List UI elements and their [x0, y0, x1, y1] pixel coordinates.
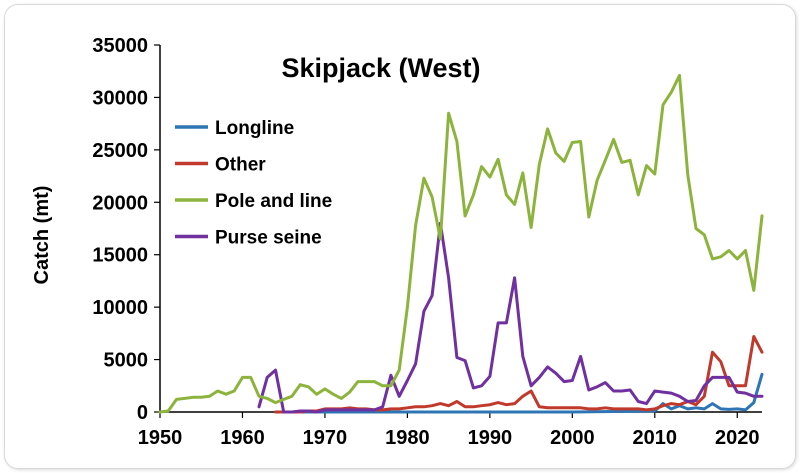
x-tick-label: 2000	[550, 427, 595, 449]
x-tick-label: 1990	[468, 427, 513, 449]
series-line-pole-and-line	[158, 73, 764, 414]
y-tick-label: 15000	[92, 245, 148, 267]
legend-label-other: Other	[215, 155, 266, 176]
y-tick-label: 20000	[92, 192, 148, 214]
y-tick-label: 0	[137, 402, 148, 424]
x-tick-label: 1950	[138, 427, 183, 449]
y-tick-label: 30000	[92, 87, 148, 109]
legend-label-pole-and-line: Pole and line	[215, 191, 332, 212]
x-tick-label: 1960	[220, 427, 265, 449]
y-tick-label: 25000	[92, 140, 148, 162]
y-tick-label: 5000	[104, 350, 149, 372]
series-line-longline	[274, 372, 764, 414]
y-tick-label: 35000	[92, 35, 148, 57]
axes: 0 5000 10000 15000 20000 25000 30000 35000 1950 1…	[92, 35, 762, 449]
y-axis-label: Catch (mt)	[31, 186, 53, 285]
x-tick-label: 2010	[633, 427, 678, 449]
chart-title: Skipjack (West)	[281, 53, 480, 83]
series-layer	[158, 73, 764, 414]
series-line-purse-seine	[257, 221, 764, 414]
legend-label-purse-seine: Purse seine	[215, 228, 322, 249]
legend-label-longline: Longline	[215, 118, 294, 139]
y-tick-label: 10000	[92, 297, 148, 319]
legend: Longline Other Pole and line Purse seine	[175, 118, 332, 249]
x-tick-label: 1980	[385, 427, 430, 449]
x-tick-label: 2020	[715, 427, 760, 449]
x-tick-label: 1970	[303, 427, 348, 449]
